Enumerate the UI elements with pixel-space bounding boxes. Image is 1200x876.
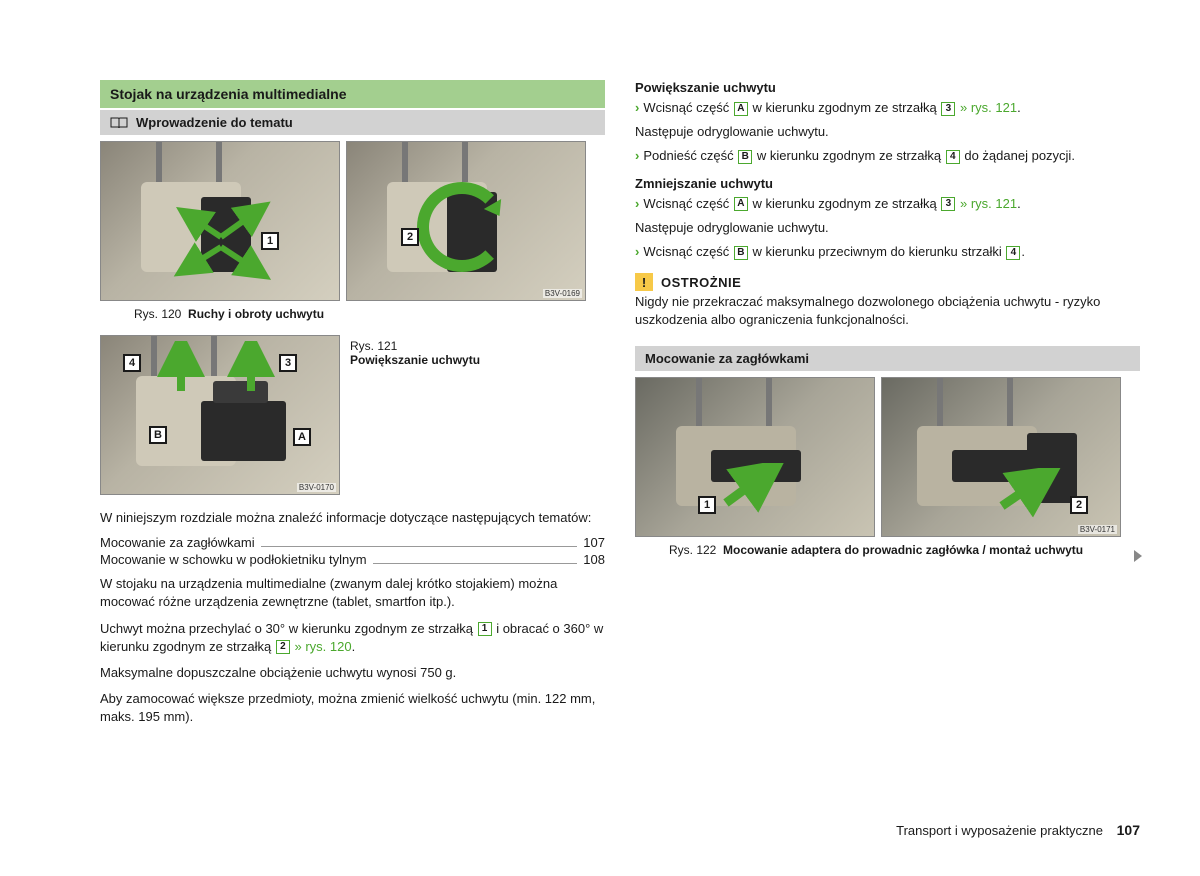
section2-title-text: Mocowanie za zagłówkami [645, 351, 809, 366]
inline-box-2: 2 [276, 640, 290, 654]
para-size-range: Aby zamocować większe przedmioty, można … [100, 690, 605, 726]
intro-title-text: Wprowadzenie do tematu [136, 115, 293, 130]
right-column: Powiększanie uchwytu › Wcisnąć część A w … [635, 80, 1140, 735]
marker-2b: 2 [1070, 496, 1088, 514]
e2c: do żądanej pozycji. [961, 148, 1075, 163]
e2a: Podnieść część [643, 148, 737, 163]
toc-row-1: Mocowanie za zagłówkami 107 [100, 535, 605, 550]
fig121-rys: Rys. 121 [350, 339, 480, 353]
marker-2: 2 [401, 228, 419, 246]
page-footer: Transport i wyposażenie praktyczne 107 [896, 822, 1140, 838]
footer-page-number: 107 [1117, 822, 1140, 838]
shrink-step-1: › Wcisnąć część A w kierunku zgodnym ze s… [635, 195, 1140, 213]
marker-4: 4 [123, 354, 141, 372]
figure-122-left: 1 [635, 377, 875, 537]
section2-header: Mocowanie za zagłówkami [635, 346, 1140, 371]
fig-code-122: B3V-0171 [1078, 525, 1117, 534]
s2a: Wcisnąć część [643, 244, 733, 259]
link-rys120[interactable]: » rys. 120 [291, 639, 352, 654]
figure-121-row: 4 3 B A B3V-0170 Rys. 121 Powiększanie u… [100, 335, 605, 495]
figure-121-caption: Rys. 121 Powiększanie uchwytu [340, 335, 480, 367]
toc-page-1: 107 [583, 535, 605, 550]
e1b: w kierunku zgodnym ze strzałką [749, 100, 940, 115]
figure-120-row: 1 2 B3V-0169 [100, 141, 605, 301]
para-tilt-rotate: Uchwyt można przechylać o 30° w kierunku… [100, 620, 605, 656]
inline-box-A2: A [734, 197, 748, 211]
inline-box-B2: B [734, 246, 748, 260]
s1a: Wcisnąć część [643, 196, 733, 211]
page-content: Stojak na urządzenia multimedialne Wprow… [100, 80, 1140, 735]
e1a: Wcisnąć część [643, 100, 733, 115]
enlarge-title: Powiększanie uchwytu [635, 80, 1140, 95]
continue-triangle-icon [1134, 550, 1142, 562]
enlarge-step-1: › Wcisnąć część A w kierunku zgodnym ze s… [635, 99, 1140, 117]
marker-B: B [149, 426, 167, 444]
toc-fill [373, 563, 578, 564]
enlarge-step-2: › Podnieść część B w kierunku zgodnym ze … [635, 147, 1140, 165]
marker-3: 3 [279, 354, 297, 372]
inline-box-B: B [738, 150, 752, 164]
fig120-title: Ruchy i obroty uchwytu [188, 307, 324, 321]
figure-121: 4 3 B A B3V-0170 [100, 335, 340, 495]
fig122-rys: Rys. 122 [669, 543, 716, 557]
toc-label-2: Mocowanie w schowku w podłokietniku tyln… [100, 552, 367, 567]
figure-120-left: 1 [100, 141, 340, 301]
footer-chapter: Transport i wyposażenie praktyczne [896, 823, 1103, 838]
caution-text: Nigdy nie przekraczać maksymalnego dozwo… [635, 293, 1140, 329]
rotation-arrow-icon [417, 182, 507, 272]
fig-code-121: B3V-0170 [297, 483, 336, 492]
fig122-title: Mocowanie adaptera do prowadnic zagłówka… [723, 543, 1083, 557]
figure-120-right: 2 B3V-0169 [346, 141, 586, 301]
para-max-load: Maksymalne dopuszczalne obciążenie uchwy… [100, 664, 605, 682]
figure-122-right: 2 B3V-0171 [881, 377, 1121, 537]
marker-1b: 1 [698, 496, 716, 514]
book-icon [110, 117, 128, 129]
figure-120-caption: Rys. 120 Ruchy i obroty uchwytu [134, 307, 605, 321]
section-header-stojak: Stojak na urządzenia multimedialne [100, 80, 605, 108]
toc-row-2: Mocowanie w schowku w podłokietniku tyln… [100, 552, 605, 567]
inline-box-1: 1 [478, 622, 492, 636]
enlarge-mid: Następuje odryglowanie uchwytu. [635, 123, 1140, 141]
marker-A: A [293, 428, 311, 446]
inline-box-4: 4 [946, 150, 960, 164]
caution-header: ! OSTROŻNIE [635, 273, 1140, 291]
link-rys121-a[interactable]: » rys. 121 [956, 100, 1017, 115]
caution-icon: ! [635, 273, 653, 291]
link-rys121-b[interactable]: » rys. 121 [956, 196, 1017, 211]
chevron-icon: › [635, 196, 639, 211]
shrink-mid: Następuje odryglowanie uchwytu. [635, 219, 1140, 237]
para2a: Uchwyt można przechylać o 30° w kierunku… [100, 621, 477, 636]
para-stojak-desc: W stojaku na urządzenia multimedialne (z… [100, 575, 605, 611]
left-column: Stojak na urządzenia multimedialne Wprow… [100, 80, 605, 735]
chevron-icon: › [635, 244, 639, 259]
intro-sentence: W niniejszym rozdziale można znaleźć inf… [100, 509, 605, 527]
toc-label-1: Mocowanie za zagłówkami [100, 535, 255, 550]
e2b: w kierunku zgodnym ze strzałką [753, 148, 944, 163]
figure-122-wrap: 1 2 B3V-0171 Rys. 122 [635, 377, 1140, 557]
fig121-title: Powiększanie uchwytu [350, 353, 480, 367]
intro-subheader: Wprowadzenie do tematu [100, 110, 605, 135]
s2b: w kierunku przeciwnym do kierunku strzał… [749, 244, 1005, 259]
toc-page-2: 108 [583, 552, 605, 567]
fig-code-120: B3V-0169 [543, 289, 582, 298]
inline-box-3b: 3 [941, 197, 955, 211]
inline-box-4b: 4 [1006, 246, 1020, 260]
marker-1: 1 [261, 232, 279, 250]
chevron-icon: › [635, 100, 639, 115]
caution-label: OSTROŻNIE [661, 275, 741, 290]
inline-box-A: A [734, 102, 748, 116]
figure-122-caption: Rys. 122 Mocowanie adaptera do prowadnic… [669, 543, 1140, 557]
s1b: w kierunku zgodnym ze strzałką [749, 196, 940, 211]
shrink-step-2: › Wcisnąć część B w kierunku przeciwnym d… [635, 243, 1140, 261]
shrink-title: Zmniejszanie uchwytu [635, 176, 1140, 191]
fig120-rys: Rys. 120 [134, 307, 181, 321]
chevron-icon: › [635, 148, 639, 163]
inline-box-3: 3 [941, 102, 955, 116]
toc-fill [261, 546, 578, 547]
